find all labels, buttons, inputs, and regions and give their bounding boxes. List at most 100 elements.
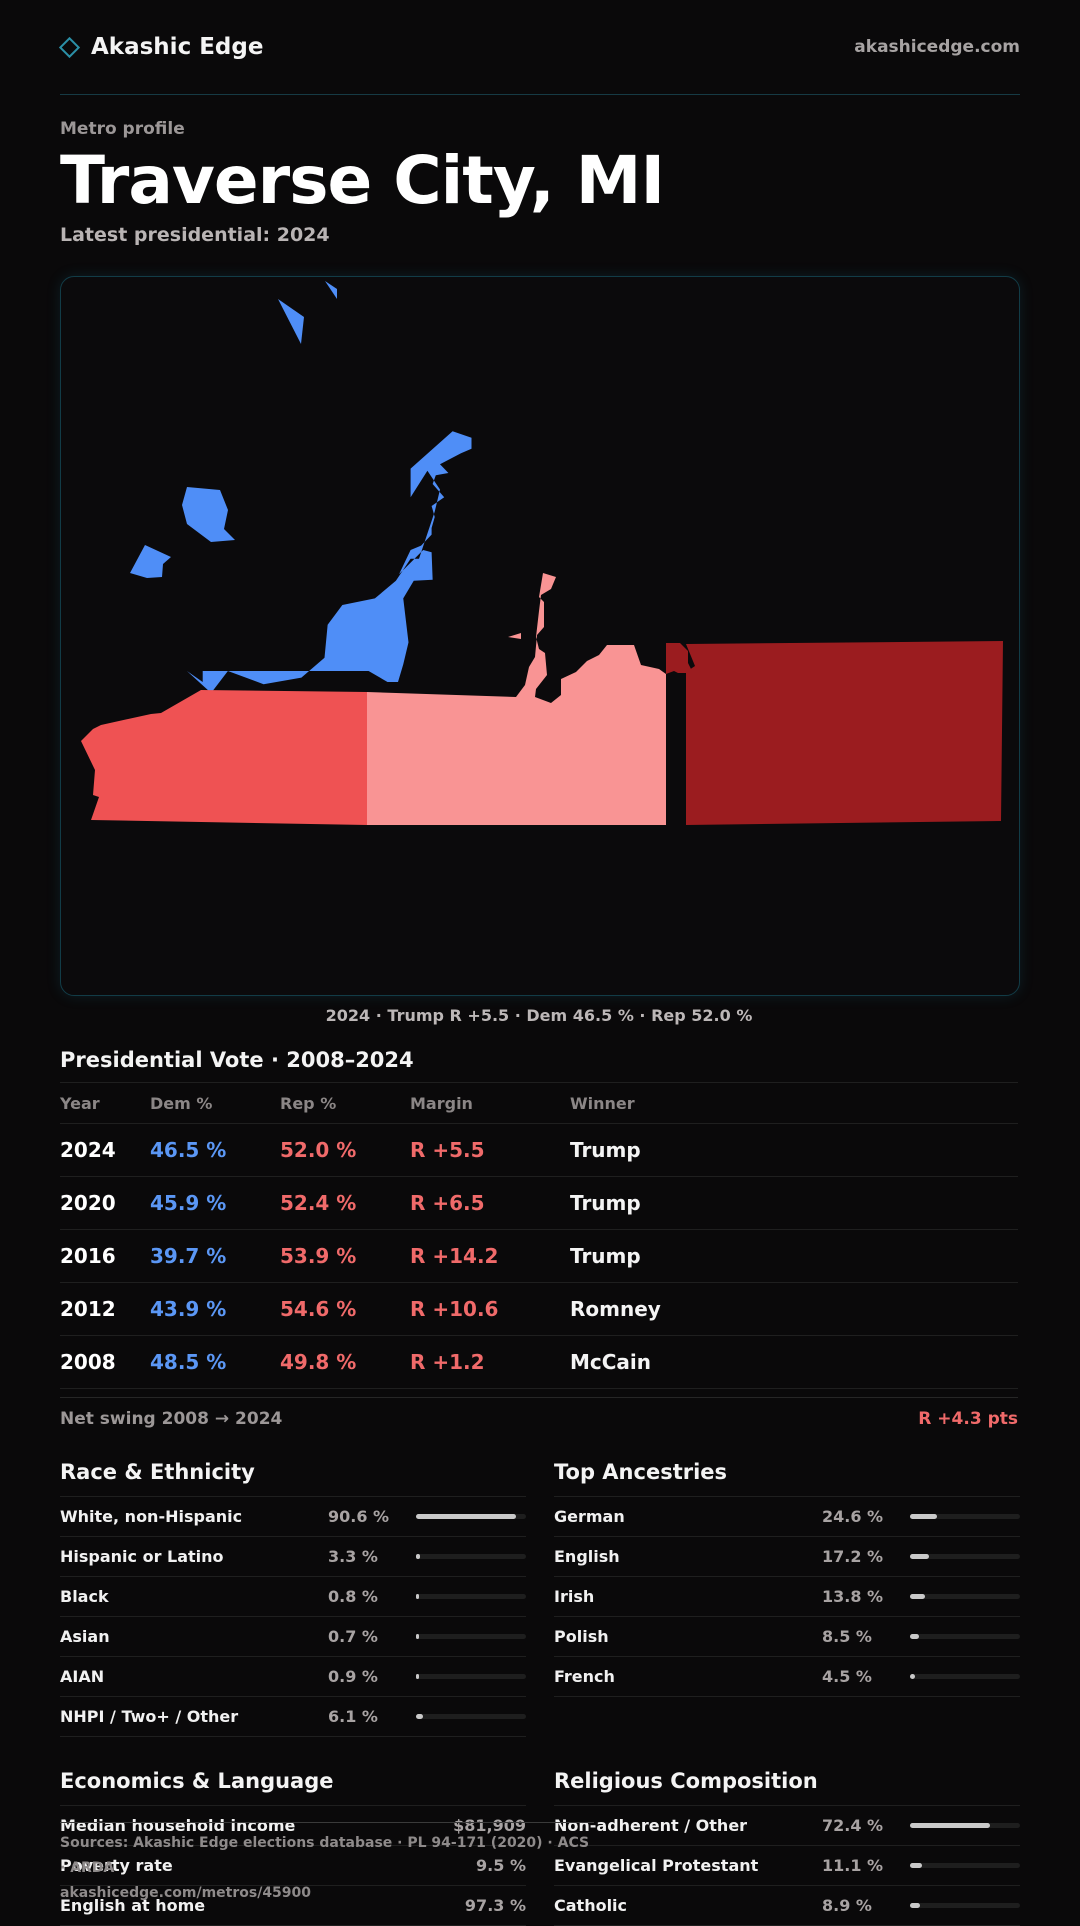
diamond-logo-icon	[58, 36, 81, 58]
ancestry-title: Top Ancestries	[554, 1460, 1020, 1497]
race-bar	[416, 1554, 526, 1559]
cell-winner: Trump	[570, 1191, 641, 1215]
cell-rep: 52.0 %	[280, 1138, 357, 1162]
race-title: Race & Ethnicity	[60, 1460, 526, 1497]
header-rep: Rep %	[280, 1093, 337, 1113]
page-footer: Sources: Akashic Edge elections database…	[60, 1822, 594, 1906]
ancestry-bar-fill	[910, 1514, 938, 1519]
table-row: 2024 46.5 % 52.0 % R +5.5 Trump	[60, 1124, 1018, 1177]
cell-dem: 48.5 %	[150, 1350, 227, 1374]
race-bar-fill	[416, 1674, 420, 1679]
net-swing-label: Net swing 2008 → 2024	[60, 1409, 283, 1429]
list-item: White, non-Hispanic 90.6 %	[60, 1497, 526, 1537]
religion-bar-fill	[910, 1863, 923, 1868]
cell-dem: 39.7 %	[150, 1244, 227, 1268]
ancestry-value: 24.6 %	[822, 1507, 884, 1526]
ancestry-value: 4.5 %	[822, 1667, 872, 1686]
cell-rep: 52.4 %	[280, 1191, 357, 1215]
county-rep-east-main	[686, 641, 1003, 825]
list-item: Evangelical Protestant 11.1 %	[554, 1846, 1020, 1886]
list-item: German 24.6 %	[554, 1497, 1020, 1537]
race-value: 0.9 %	[328, 1667, 378, 1686]
page-title: Traverse City, MI	[60, 142, 665, 219]
race-label: White, non-Hispanic	[60, 1507, 243, 1526]
economics-label: English at home	[60, 1896, 206, 1915]
race-bar	[416, 1514, 526, 1519]
race-label: AIAN	[60, 1667, 105, 1686]
page-subtitle: Latest presidential: 2024	[60, 223, 330, 246]
race-bar-fill	[416, 1514, 516, 1519]
vote-title: Presidential Vote · 2008–2024	[60, 1048, 1018, 1083]
cell-dem: 46.5 %	[150, 1138, 227, 1162]
header-dem: Dem %	[150, 1093, 213, 1113]
religion-bar	[910, 1903, 1020, 1908]
race-value: 0.8 %	[328, 1587, 378, 1606]
cell-year: 2020	[60, 1191, 116, 1215]
net-swing-value: R +4.3 pts	[918, 1409, 1018, 1429]
brand[interactable]: Akashic Edge	[58, 34, 264, 60]
ancestry-label: Polish	[554, 1627, 609, 1646]
ancestry-bar	[910, 1594, 1020, 1599]
race-bar-fill	[416, 1714, 423, 1719]
county-dem	[186, 431, 472, 693]
cell-dem: 45.9 %	[150, 1191, 227, 1215]
footer-url[interactable]: akashicedge.com/metros/45900	[60, 1885, 312, 1901]
religion-value: 8.9 %	[822, 1896, 872, 1915]
site-link[interactable]: akashicedge.com	[854, 37, 1020, 57]
religion-value: 72.4 %	[822, 1816, 884, 1835]
header-year: Year	[60, 1093, 100, 1113]
race-bar-fill	[416, 1594, 420, 1599]
cell-rep: 53.9 %	[280, 1244, 357, 1268]
race-value: 0.7 %	[328, 1627, 378, 1646]
ancestry-value: 8.5 %	[822, 1627, 872, 1646]
religion-panel: Religious Composition Non-adherent / Oth…	[554, 1769, 1020, 1926]
religion-title: Religious Composition	[554, 1769, 1020, 1806]
cell-year: 2008	[60, 1350, 116, 1374]
religion-bar-fill	[910, 1823, 990, 1828]
table-row: 2012 43.9 % 54.6 % R +10.6 Romney	[60, 1283, 1018, 1336]
ancestry-bar-fill	[910, 1634, 920, 1639]
race-value: 90.6 %	[328, 1507, 390, 1526]
cell-winner: McCain	[570, 1350, 652, 1374]
cell-winner: Trump	[570, 1138, 641, 1162]
religion-label: Non-adherent / Other	[554, 1816, 748, 1835]
table-row: 2020 45.9 % 52.4 % R +6.5 Trump	[60, 1177, 1018, 1230]
ancestry-bar-fill	[910, 1674, 915, 1679]
list-item: Asian 0.7 %	[60, 1617, 526, 1657]
vote-section: Presidential Vote · 2008–2024 Year Dem %…	[60, 1048, 1018, 1440]
ancestry-bar	[910, 1634, 1020, 1639]
county-island-north	[325, 281, 337, 299]
ancestry-bar	[910, 1674, 1020, 1679]
table-row: 2016 39.7 % 53.9 % R +14.2 Trump	[60, 1230, 1018, 1283]
race-bar-fill	[416, 1554, 420, 1559]
ancestry-bar	[910, 1514, 1020, 1519]
cell-margin: R +14.2	[410, 1244, 499, 1268]
cell-year: 2024	[60, 1138, 116, 1162]
economics-label: Median household income	[60, 1816, 296, 1835]
county-rep-lean-sliver	[508, 633, 521, 639]
top-bar: Akashic Edge akashicedge.com	[58, 0, 1020, 95]
ancestry-label: French	[554, 1667, 615, 1686]
race-bar	[416, 1714, 526, 1719]
list-item: Irish 13.8 %	[554, 1577, 1020, 1617]
race-label: Asian	[60, 1627, 110, 1646]
county-map	[60, 276, 1020, 996]
religion-value: 11.1 %	[822, 1856, 884, 1875]
cell-margin: R +6.5	[410, 1191, 485, 1215]
cell-winner: Romney	[570, 1297, 661, 1321]
ancestry-label: Irish	[554, 1587, 595, 1606]
county-map-svg	[81, 281, 1003, 825]
list-item: English 17.2 %	[554, 1537, 1020, 1577]
economics-value: $81,909	[453, 1816, 526, 1835]
brand-name: Akashic Edge	[91, 34, 264, 60]
list-item: NHPI / Two+ / Other 6.1 %	[60, 1697, 526, 1737]
race-value: 6.1 %	[328, 1707, 378, 1726]
map-caption: 2024 · Trump R +5.5 · Dem 46.5 % · Rep 5…	[325, 1006, 753, 1025]
race-label: Black	[60, 1587, 109, 1606]
table-row: 2008 48.5 % 49.8 % R +1.2 McCain	[60, 1336, 1018, 1389]
list-item: Non-adherent / Other 72.4 %	[554, 1806, 1020, 1846]
economics-value: 97.3 %	[464, 1896, 526, 1915]
religion-bar	[910, 1823, 1020, 1828]
race-bar-fill	[416, 1634, 420, 1639]
economics-label: Poverty rate	[60, 1856, 173, 1875]
